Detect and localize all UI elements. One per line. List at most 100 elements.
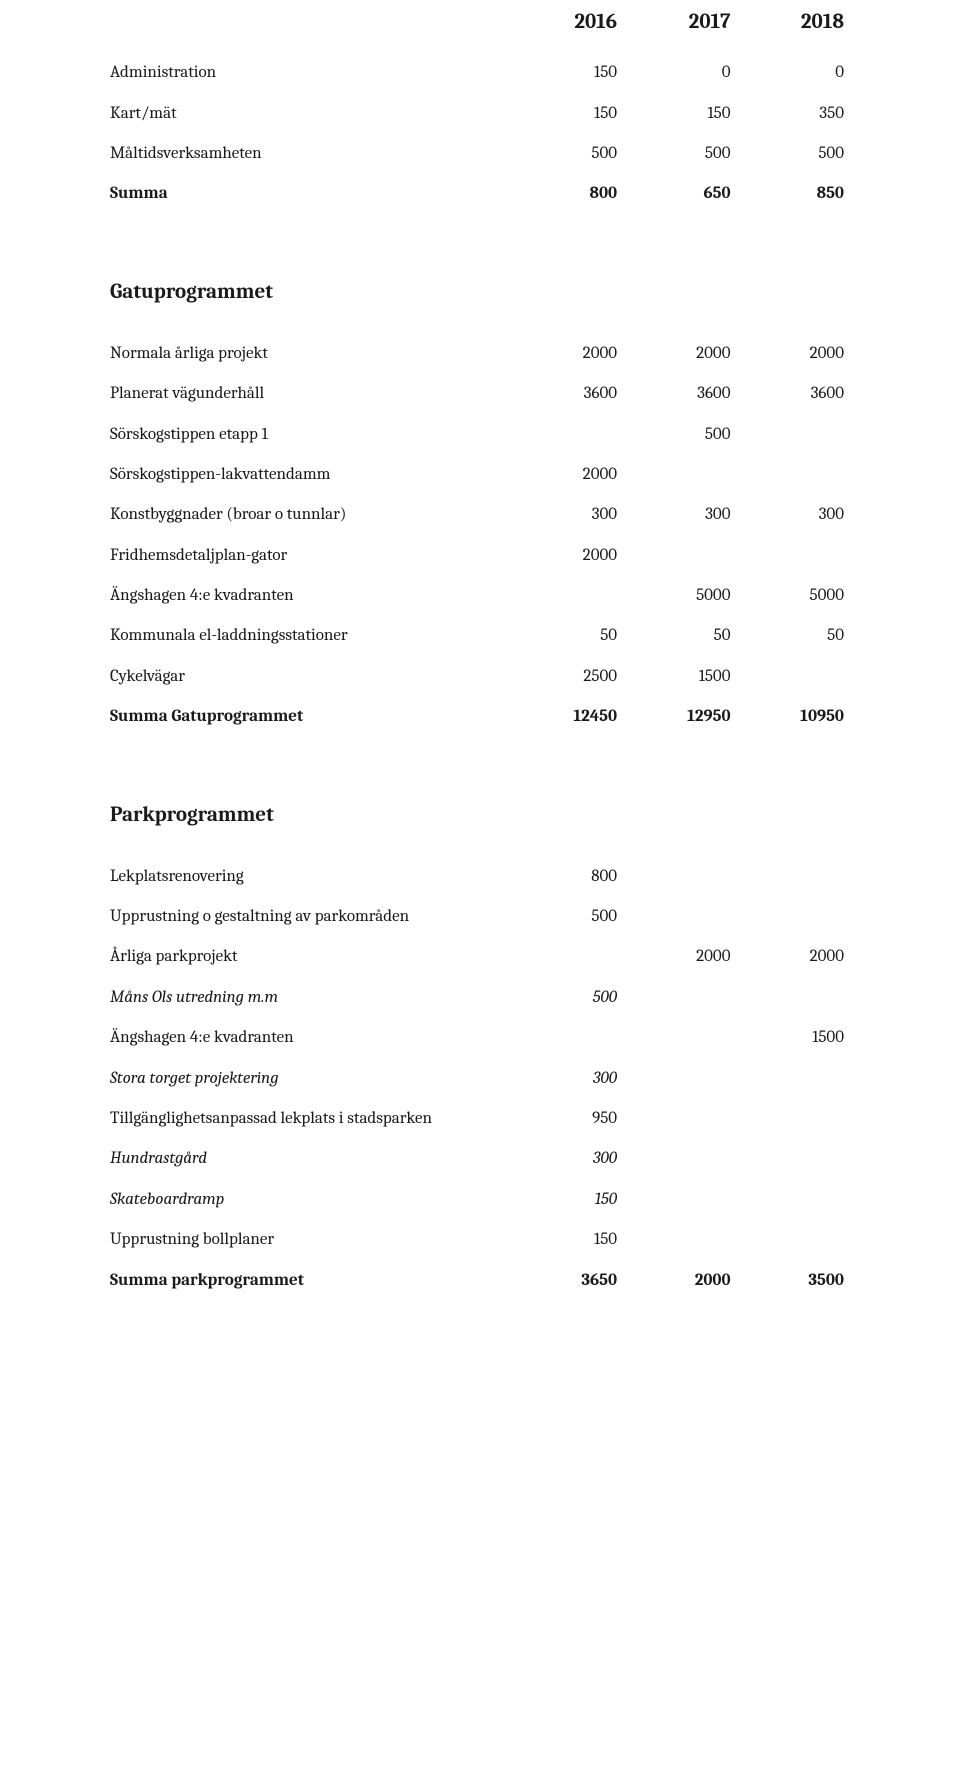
row-value: 150 xyxy=(510,94,623,134)
table-row: Stora torget projektering300 xyxy=(110,1059,850,1099)
admin-sum-row: Summa 800 650 850 xyxy=(110,174,850,214)
row-value xyxy=(510,415,623,455)
row-value xyxy=(510,1018,623,1058)
row-value xyxy=(623,536,736,576)
row-value: 2000 xyxy=(623,334,736,374)
park-title: Parkprogrammet xyxy=(110,803,850,827)
row-value xyxy=(737,1220,850,1260)
table-row: Upprustning o gestaltning av parkområden… xyxy=(110,897,850,937)
row-label: Måltidsverksamheten xyxy=(110,134,510,174)
row-value xyxy=(623,978,736,1018)
row-label: Administration xyxy=(110,53,510,93)
row-value: 300 xyxy=(510,1059,623,1099)
row-label: Fridhemsdetaljplan-gator xyxy=(110,536,510,576)
row-value: 350 xyxy=(737,94,850,134)
row-value xyxy=(623,455,736,495)
row-value xyxy=(737,978,850,1018)
row-value: 150 xyxy=(510,53,623,93)
year-col-1: 2016 xyxy=(510,10,623,53)
row-value xyxy=(510,576,623,616)
sum-v2: 650 xyxy=(623,174,736,214)
row-value xyxy=(737,1139,850,1179)
sum-v2: 2000 xyxy=(623,1261,736,1301)
row-value xyxy=(737,415,850,455)
row-value: 300 xyxy=(737,495,850,535)
row-label: Lekplatsrenovering xyxy=(110,857,510,897)
row-value: 150 xyxy=(623,94,736,134)
row-value xyxy=(510,937,623,977)
row-value xyxy=(623,897,736,937)
row-value: 2000 xyxy=(623,937,736,977)
sum-v2: 12950 xyxy=(623,697,736,737)
table-row: Ängshagen 4:e kvadranten50005000 xyxy=(110,576,850,616)
row-value: 1500 xyxy=(623,657,736,697)
row-value: 500 xyxy=(737,134,850,174)
admin-table: 2016 2017 2018 Administration15000Kart/m… xyxy=(110,10,850,215)
row-value: 2000 xyxy=(510,536,623,576)
table-row: Årliga parkprojekt20002000 xyxy=(110,937,850,977)
row-value: 1500 xyxy=(737,1018,850,1058)
year-col-3: 2018 xyxy=(737,10,850,53)
row-value xyxy=(737,897,850,937)
table-row: Tillgänglighetsanpassad lekplats i stads… xyxy=(110,1099,850,1139)
row-value: 500 xyxy=(623,415,736,455)
row-value: 2000 xyxy=(737,334,850,374)
table-row: Administration15000 xyxy=(110,53,850,93)
row-value xyxy=(737,657,850,697)
year-col-2: 2017 xyxy=(623,10,736,53)
sum-label: Summa Gatuprogrammet xyxy=(110,697,510,737)
table-row: Måns Ols utredning m.m500 xyxy=(110,978,850,1018)
row-value: 50 xyxy=(737,616,850,656)
row-value: 500 xyxy=(510,134,623,174)
row-value: 50 xyxy=(623,616,736,656)
gatu-table: Normala årliga projekt200020002000Planer… xyxy=(110,334,850,738)
row-label: Skateboardramp xyxy=(110,1180,510,1220)
row-value: 500 xyxy=(510,897,623,937)
sum-v1: 12450 xyxy=(510,697,623,737)
row-value xyxy=(737,1059,850,1099)
row-label: Sörskogstippen etapp 1 xyxy=(110,415,510,455)
row-value: 300 xyxy=(510,495,623,535)
table-row: Ängshagen 4:e kvadranten1500 xyxy=(110,1018,850,1058)
row-label: Konstbyggnader (broar o tunnlar) xyxy=(110,495,510,535)
row-value: 2000 xyxy=(510,334,623,374)
table-row: Sörskogstippen-lakvattendamm2000 xyxy=(110,455,850,495)
row-value xyxy=(737,455,850,495)
sum-label: Summa parkprogrammet xyxy=(110,1261,510,1301)
row-label: Normala årliga projekt xyxy=(110,334,510,374)
row-value: 300 xyxy=(623,495,736,535)
sum-v3: 10950 xyxy=(737,697,850,737)
row-label: Kart/mät xyxy=(110,94,510,134)
row-label: Hundrastgård xyxy=(110,1139,510,1179)
row-label: Upprustning bollplaner xyxy=(110,1220,510,1260)
row-value: 150 xyxy=(510,1180,623,1220)
row-value: 5000 xyxy=(737,576,850,616)
row-value xyxy=(737,857,850,897)
row-label: Upprustning o gestaltning av parkområden xyxy=(110,897,510,937)
table-row: Hundrastgård300 xyxy=(110,1139,850,1179)
gatu-title: Gatuprogrammet xyxy=(110,280,850,304)
park-table: Lekplatsrenovering800Upprustning o gesta… xyxy=(110,857,850,1301)
row-value: 500 xyxy=(510,978,623,1018)
row-value: 5000 xyxy=(623,576,736,616)
row-label: Cykelvägar xyxy=(110,657,510,697)
sum-v1: 800 xyxy=(510,174,623,214)
row-value xyxy=(623,1220,736,1260)
row-label: Stora torget projektering xyxy=(110,1059,510,1099)
row-label: Måns Ols utredning m.m xyxy=(110,978,510,1018)
row-value: 500 xyxy=(623,134,736,174)
year-header-row: 2016 2017 2018 xyxy=(110,10,850,53)
sum-v3: 3500 xyxy=(737,1261,850,1301)
table-row: Fridhemsdetaljplan-gator2000 xyxy=(110,536,850,576)
table-row: Kommunala el-laddningsstationer505050 xyxy=(110,616,850,656)
row-value xyxy=(623,1139,736,1179)
row-value xyxy=(737,536,850,576)
row-value: 3600 xyxy=(510,374,623,414)
table-row: Konstbyggnader (broar o tunnlar)30030030… xyxy=(110,495,850,535)
sum-label: Summa xyxy=(110,174,510,214)
row-value xyxy=(623,1099,736,1139)
row-value: 800 xyxy=(510,857,623,897)
row-value: 300 xyxy=(510,1139,623,1179)
table-row: Normala årliga projekt200020002000 xyxy=(110,334,850,374)
table-row: Planerat vägunderhåll360036003600 xyxy=(110,374,850,414)
